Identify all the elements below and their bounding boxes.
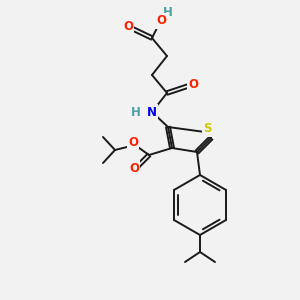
Text: O: O [129, 161, 139, 175]
Text: O: O [128, 136, 138, 148]
Text: O: O [188, 79, 198, 92]
Text: N: N [147, 106, 157, 118]
Text: H: H [163, 7, 173, 20]
Text: S: S [203, 122, 211, 136]
Text: O: O [156, 14, 166, 28]
Text: O: O [123, 20, 133, 34]
Text: H: H [131, 106, 141, 118]
